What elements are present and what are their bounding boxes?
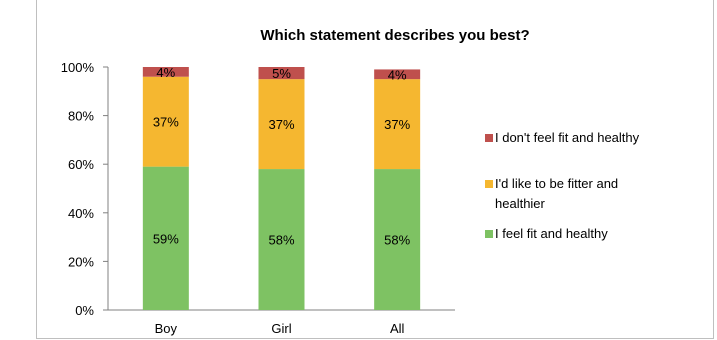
- legend-swatch: [485, 134, 493, 142]
- data-label: 58%: [384, 233, 410, 248]
- bar-segment: [374, 79, 421, 170]
- y-tick-label: 80%: [68, 109, 94, 124]
- y-tick-label: 100%: [61, 60, 95, 75]
- x-tick-label: All: [390, 321, 405, 336]
- data-label: 37%: [384, 117, 410, 132]
- x-tick-label: Boy: [155, 321, 178, 336]
- bar-segment: [258, 67, 305, 80]
- chart-frame: [36, 0, 714, 339]
- legend-label: I'd like to be fitter and healthier: [495, 176, 618, 211]
- legend-label: I feel fit and healthy: [495, 226, 608, 241]
- legend-swatch: [485, 180, 493, 188]
- data-label: 4%: [388, 67, 407, 82]
- data-label: 37%: [153, 115, 179, 130]
- bar-segment: [142, 76, 189, 167]
- y-axis: 0% 20% 40% 60% 80% 100%: [61, 60, 109, 318]
- bar-segment: [258, 169, 305, 310]
- x-tick-label: Girl: [271, 321, 291, 336]
- y-tick-label: 60%: [68, 157, 94, 172]
- bar-segment: [142, 166, 189, 310]
- y-tick-label: 20%: [68, 254, 94, 269]
- bar-segment: [258, 79, 305, 170]
- data-label: 58%: [268, 233, 294, 248]
- legend: I don't feel fit and healthy I'd like to …: [485, 130, 640, 241]
- data-label: 37%: [268, 117, 294, 132]
- data-label: 4%: [156, 65, 175, 80]
- data-label: 5%: [272, 66, 291, 81]
- x-axis: Boy Girl All: [108, 309, 455, 336]
- y-tick-label: 40%: [68, 206, 94, 221]
- legend-swatch: [485, 230, 493, 238]
- bar-segment: [374, 169, 421, 310]
- bar-segment: [374, 69, 421, 80]
- data-label: 59%: [153, 231, 179, 246]
- legend-label: I don't feel fit and healthy: [495, 130, 640, 145]
- chart-title: Which statement describes you best?: [260, 27, 529, 44]
- bars: 59% 37% 4% 58% 37% 5% 58% 37% 4%: [142, 65, 421, 310]
- bar-segment: [142, 67, 189, 77]
- y-tick-label: 0%: [75, 303, 94, 318]
